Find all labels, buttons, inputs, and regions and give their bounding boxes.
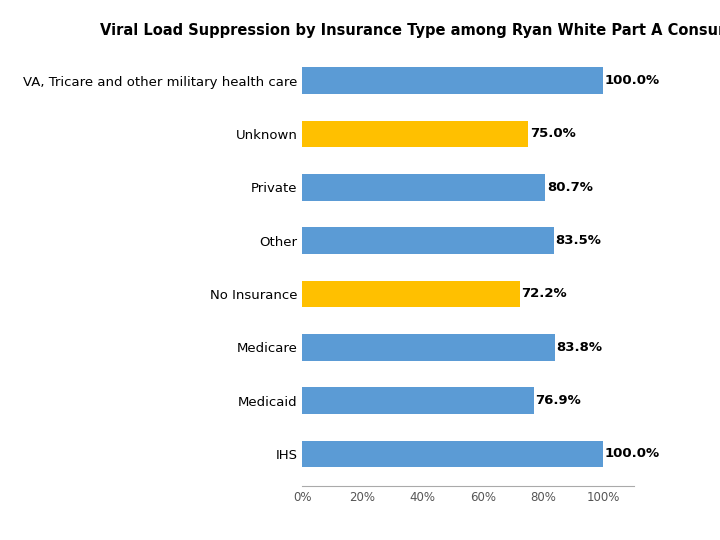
Text: 80.7%: 80.7% [547, 181, 593, 194]
Text: 83.8%: 83.8% [557, 341, 602, 354]
Bar [302, 120, 528, 147]
Bar [302, 334, 554, 361]
Text: 76.9%: 76.9% [536, 394, 581, 407]
Bar [302, 227, 554, 254]
Text: 100.0%: 100.0% [605, 448, 660, 461]
Bar [302, 281, 520, 307]
Text: 100.0%: 100.0% [605, 74, 660, 87]
Bar [302, 441, 603, 467]
Bar [302, 68, 603, 94]
Text: 83.5%: 83.5% [555, 234, 601, 247]
Bar [302, 174, 545, 201]
Bar [302, 387, 534, 414]
Text: 72.2%: 72.2% [521, 287, 567, 300]
Text: 75.0%: 75.0% [530, 127, 575, 140]
Title: Viral Load Suppression by Insurance Type among Ryan White Part A Consumers, FY 2: Viral Load Suppression by Insurance Type… [100, 23, 720, 38]
